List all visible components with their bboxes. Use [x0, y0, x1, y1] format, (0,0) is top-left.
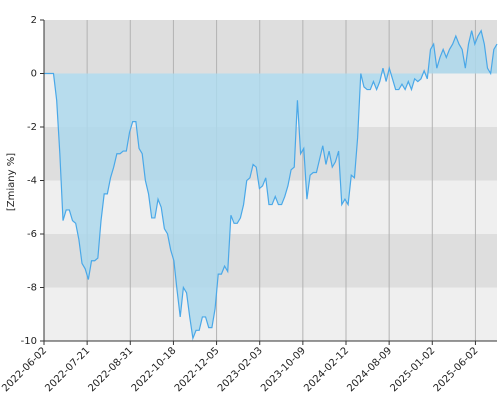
background-band — [44, 287, 497, 341]
y-tick-label: 2 — [31, 15, 37, 26]
x-tick-label: 2024-02-12 — [302, 345, 351, 394]
x-tick-label: 2022-12-05 — [173, 345, 222, 394]
y-tick-label: -10 — [21, 336, 37, 347]
x-tick-label: 2024-08-09 — [345, 345, 394, 394]
x-tick-label: 2023-02-03 — [216, 345, 265, 394]
x-tick-label: 2025-01-02 — [389, 345, 438, 394]
x-tick-label: 2022-08-31 — [87, 345, 136, 394]
x-tick-labels: 2022-06-022022-07-212022-08-312022-10-18… — [0, 341, 481, 394]
y-axis-label: [Zmiany %] — [6, 153, 17, 211]
series-area — [44, 30, 497, 339]
background-band — [44, 20, 497, 74]
y-tick-label: -2 — [27, 122, 37, 133]
x-tick-label: 2022-07-21 — [43, 345, 92, 394]
x-tick-label: 2025-06-02 — [432, 345, 481, 394]
y-tick-labels: 2 0 -2 -4 -6 -8 -10 — [21, 15, 44, 347]
y-tick-label: -4 — [27, 176, 37, 187]
y-tick-label: 0 — [31, 69, 37, 80]
y-tick-label: -6 — [27, 229, 37, 240]
series-layer — [44, 29, 498, 341]
x-tick-label: 2022-06-02 — [0, 345, 49, 394]
x-tick-label: 2022-10-18 — [130, 345, 179, 394]
series-line — [44, 29, 498, 341]
background-band — [44, 234, 497, 288]
x-tick-label: 2023-10-09 — [259, 345, 308, 394]
y-tick-label: -8 — [27, 283, 37, 294]
